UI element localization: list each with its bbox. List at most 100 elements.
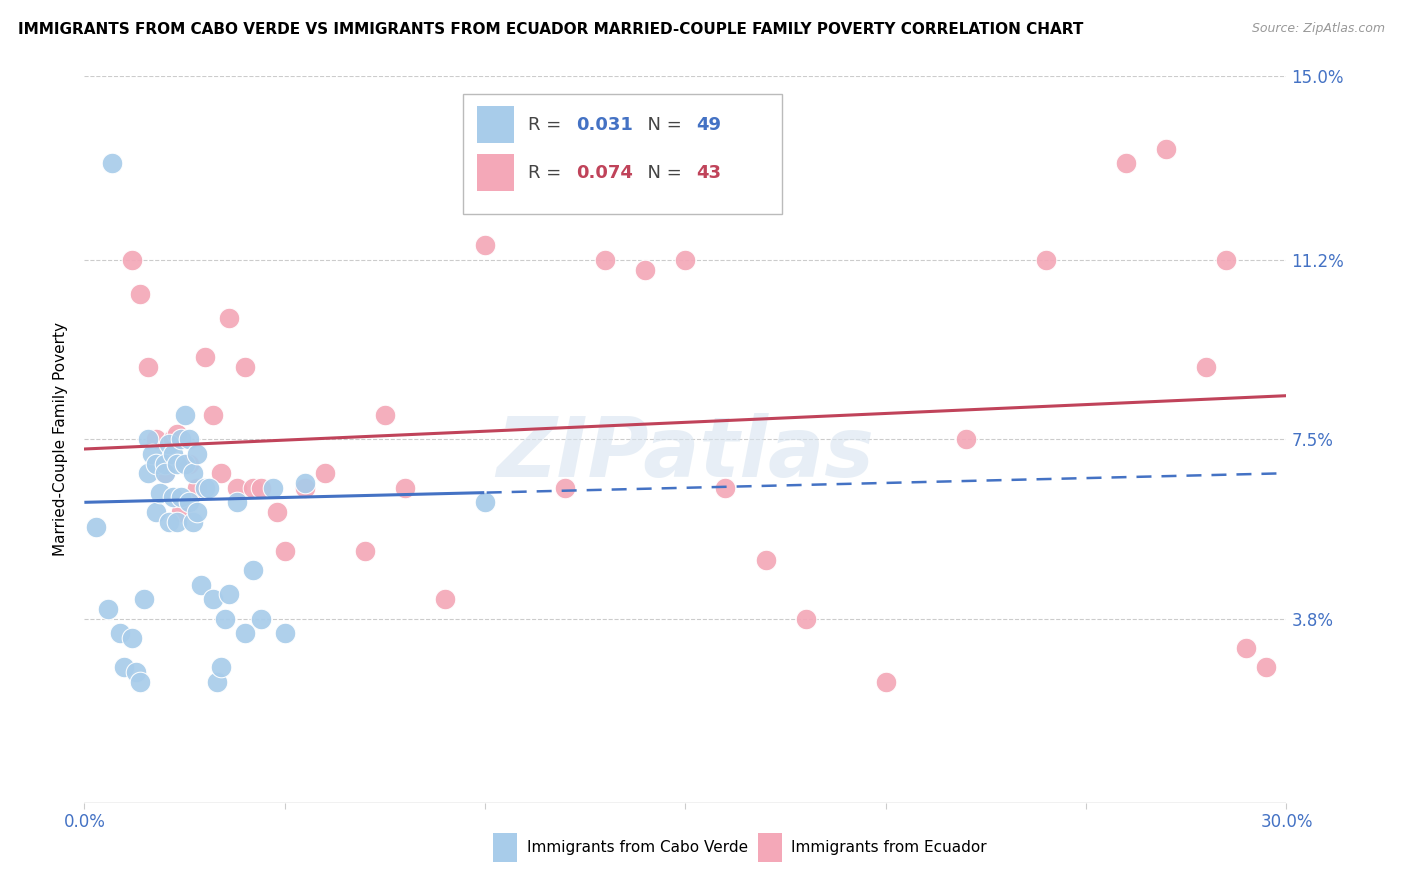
FancyBboxPatch shape bbox=[478, 153, 513, 192]
Point bbox=[218, 587, 240, 601]
Text: R =: R = bbox=[527, 163, 567, 181]
Point bbox=[181, 467, 204, 481]
FancyBboxPatch shape bbox=[494, 833, 517, 863]
Point bbox=[169, 432, 191, 446]
Point bbox=[101, 156, 124, 170]
Point bbox=[121, 252, 143, 267]
Point bbox=[129, 286, 152, 301]
Point bbox=[714, 481, 737, 495]
Point bbox=[129, 674, 152, 689]
Point bbox=[394, 481, 416, 495]
Point bbox=[1195, 359, 1218, 374]
Point bbox=[201, 592, 224, 607]
Text: 43: 43 bbox=[696, 163, 721, 181]
Point bbox=[114, 660, 135, 674]
Point bbox=[186, 481, 208, 495]
Point bbox=[755, 553, 778, 567]
Text: IMMIGRANTS FROM CABO VERDE VS IMMIGRANTS FROM ECUADOR MARRIED-COUPLE FAMILY POVE: IMMIGRANTS FROM CABO VERDE VS IMMIGRANTS… bbox=[18, 22, 1084, 37]
Point bbox=[209, 660, 232, 674]
Point bbox=[274, 543, 297, 558]
Point bbox=[233, 626, 256, 640]
Point bbox=[225, 481, 247, 495]
Point bbox=[233, 359, 256, 374]
Point bbox=[214, 612, 236, 626]
Point bbox=[86, 519, 108, 533]
Point bbox=[955, 432, 977, 446]
Point bbox=[97, 602, 120, 616]
Point bbox=[434, 592, 457, 607]
Point bbox=[1234, 640, 1257, 655]
Point bbox=[162, 491, 184, 505]
Point bbox=[1156, 141, 1178, 155]
Point bbox=[205, 674, 228, 689]
Point bbox=[242, 563, 264, 577]
Point bbox=[157, 437, 180, 451]
Point bbox=[169, 505, 191, 519]
Point bbox=[110, 626, 132, 640]
Point bbox=[162, 432, 184, 446]
Point bbox=[875, 674, 897, 689]
Point bbox=[249, 481, 271, 495]
Y-axis label: Married-Couple Family Poverty: Married-Couple Family Poverty bbox=[52, 322, 67, 557]
Point bbox=[1115, 156, 1137, 170]
Point bbox=[145, 457, 167, 471]
Point bbox=[374, 408, 396, 422]
Point bbox=[225, 495, 247, 509]
Point bbox=[166, 457, 188, 471]
Point bbox=[194, 350, 217, 364]
Point bbox=[201, 408, 224, 422]
Point bbox=[145, 432, 167, 446]
Point bbox=[181, 515, 204, 529]
Point bbox=[595, 252, 617, 267]
Point bbox=[274, 626, 297, 640]
Point bbox=[177, 457, 200, 471]
Text: Immigrants from Cabo Verde: Immigrants from Cabo Verde bbox=[527, 840, 748, 855]
Text: 0.074: 0.074 bbox=[576, 163, 633, 181]
Text: ZIPatlas: ZIPatlas bbox=[496, 413, 875, 494]
Point bbox=[1256, 660, 1278, 674]
Point bbox=[157, 515, 180, 529]
Point bbox=[134, 592, 156, 607]
Point bbox=[138, 432, 160, 446]
Point bbox=[173, 408, 195, 422]
Point bbox=[166, 427, 188, 442]
Point bbox=[354, 543, 377, 558]
Point bbox=[121, 631, 143, 645]
Point bbox=[149, 485, 172, 500]
FancyBboxPatch shape bbox=[478, 105, 513, 144]
Point bbox=[190, 578, 212, 592]
Point bbox=[177, 495, 200, 509]
FancyBboxPatch shape bbox=[463, 94, 782, 214]
Point bbox=[1215, 252, 1237, 267]
Point bbox=[474, 495, 496, 509]
Point bbox=[186, 447, 208, 461]
Point bbox=[474, 238, 496, 252]
Point bbox=[138, 467, 160, 481]
Text: R =: R = bbox=[527, 116, 567, 134]
Point bbox=[153, 457, 176, 471]
Point bbox=[194, 481, 217, 495]
Point bbox=[186, 505, 208, 519]
Point bbox=[294, 475, 316, 490]
Point bbox=[173, 457, 195, 471]
Point bbox=[169, 491, 191, 505]
Point bbox=[314, 467, 336, 481]
Point bbox=[209, 467, 232, 481]
Point bbox=[249, 612, 271, 626]
Point bbox=[153, 467, 176, 481]
Point bbox=[197, 481, 219, 495]
Point bbox=[125, 665, 148, 679]
Point bbox=[177, 432, 200, 446]
Point bbox=[218, 311, 240, 326]
Point bbox=[675, 252, 697, 267]
Point bbox=[1035, 252, 1057, 267]
Text: N =: N = bbox=[636, 163, 688, 181]
Point bbox=[138, 359, 160, 374]
Point bbox=[162, 447, 184, 461]
Point bbox=[166, 515, 188, 529]
Point bbox=[141, 447, 163, 461]
FancyBboxPatch shape bbox=[758, 833, 782, 863]
Text: 0.031: 0.031 bbox=[576, 116, 633, 134]
Point bbox=[153, 467, 176, 481]
Point bbox=[634, 262, 657, 277]
